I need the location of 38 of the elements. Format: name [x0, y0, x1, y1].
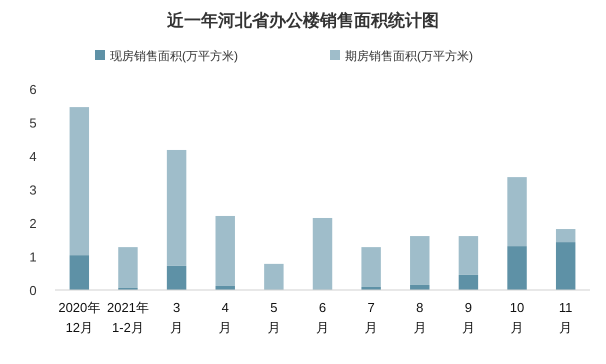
x-tick-label: 2020年 12月: [58, 300, 100, 335]
bar: [556, 242, 576, 290]
bar: [166, 266, 186, 290]
x-tick-label: 8 月: [413, 300, 426, 335]
y-tick-label: 1: [29, 250, 37, 264]
x-tick-label: 5 月: [267, 300, 280, 335]
y-tick-label: 4: [29, 149, 37, 164]
x-tick-label: 2021年 1-2月: [106, 300, 149, 335]
bar: [216, 216, 235, 286]
bar: [410, 236, 430, 285]
bar: [70, 255, 90, 290]
bar: [410, 284, 430, 290]
bar: [118, 247, 138, 288]
y-tick-label: 2: [29, 216, 37, 231]
y-tick-label: 0: [29, 283, 37, 298]
bar: [166, 150, 186, 266]
legend-label: 现房销售面积(万平方米): [110, 49, 238, 63]
x-tick-label: 4 月: [218, 300, 232, 335]
bar: [264, 264, 284, 290]
x-tick-label: 3 月: [170, 300, 184, 335]
x-tick-label: 7 月: [364, 300, 378, 335]
y-tick-label: 5: [29, 116, 37, 130]
bar: [556, 229, 576, 242]
x-tick-label: 9 月: [462, 300, 475, 335]
bar: [507, 177, 527, 246]
legend-label: 期房销售面积(万平方米): [345, 49, 473, 63]
y-tick-label: 3: [29, 182, 37, 198]
x-tick-label: 10 月: [510, 300, 524, 335]
y-tick-label: 6: [29, 82, 37, 97]
chart-title: 近一年河北省办公楼销售面积统计图: [166, 11, 439, 30]
bar: [507, 246, 527, 290]
bar: [361, 247, 381, 287]
bar: [70, 107, 90, 256]
x-tick-label: 11 月: [558, 300, 572, 335]
bar: [458, 236, 478, 275]
bar: [458, 274, 478, 290]
x-tick-label: 6 月: [316, 300, 329, 335]
bar: [312, 218, 332, 290]
